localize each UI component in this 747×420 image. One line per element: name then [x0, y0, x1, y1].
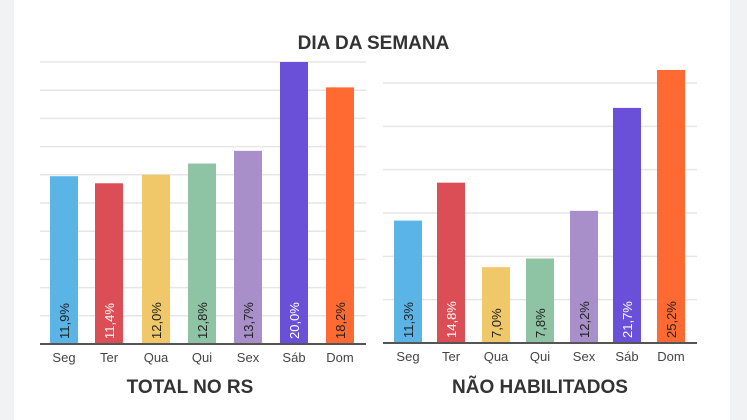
bar-sex [234, 150, 262, 344]
bar-qua [482, 267, 510, 343]
x-tick-label: Qua [144, 350, 169, 365]
bar-sex [570, 210, 598, 343]
x-tick-label: Seg [396, 349, 419, 364]
bar-sáb [280, 62, 308, 344]
chart-title-nao-habilitados: NÃO HABILITADOS [452, 377, 628, 398]
data-label: 13,7% [241, 302, 256, 339]
data-label: 12,8% [195, 302, 210, 339]
x-tick-label: Seg [52, 350, 75, 365]
x-tick-label: Qui [530, 349, 550, 364]
x-tick-label: Dom [657, 349, 684, 364]
x-tick-label: Sex [573, 349, 596, 364]
bar-ter [437, 182, 465, 343]
data-label: 12,0% [149, 302, 164, 339]
x-tick-label: Sáb [282, 350, 305, 365]
data-label: 11,9% [57, 303, 72, 339]
chart-title-total: TOTAL NO RS [126, 377, 254, 398]
bar-qui [526, 258, 554, 343]
data-label: 21,7% [620, 301, 635, 338]
bar-dom [657, 70, 685, 343]
x-tick-label: Ter [442, 349, 461, 364]
x-tick-label: Sex [237, 350, 260, 365]
data-label: 7,0% [489, 308, 504, 338]
data-label: 11,4% [102, 303, 117, 339]
bar-seg [394, 220, 422, 343]
data-label: 18,2% [333, 302, 348, 339]
x-tick-label: Qua [484, 349, 509, 364]
bar-sáb [613, 107, 641, 344]
x-tick-label: Sáb [615, 349, 638, 364]
x-tick-label: Dom [326, 350, 353, 365]
x-tick-label: Ter [100, 350, 119, 365]
chart-panel [14, 0, 730, 420]
data-label: 12,2% [577, 301, 592, 338]
data-label: 25,2% [664, 301, 679, 338]
data-label: 7,8% [533, 308, 548, 338]
x-tick-label: Qui [192, 350, 212, 365]
data-label: 11,3% [401, 302, 416, 338]
bar-qui [188, 163, 216, 344]
bar-qua [142, 174, 170, 344]
page-title: DIA DA SEMANA [297, 33, 450, 54]
bar-seg [50, 176, 78, 344]
bar-dom [326, 87, 354, 344]
data-label: 14,8% [444, 301, 459, 338]
data-label: 20,0% [287, 302, 302, 339]
bar-ter [95, 183, 123, 344]
